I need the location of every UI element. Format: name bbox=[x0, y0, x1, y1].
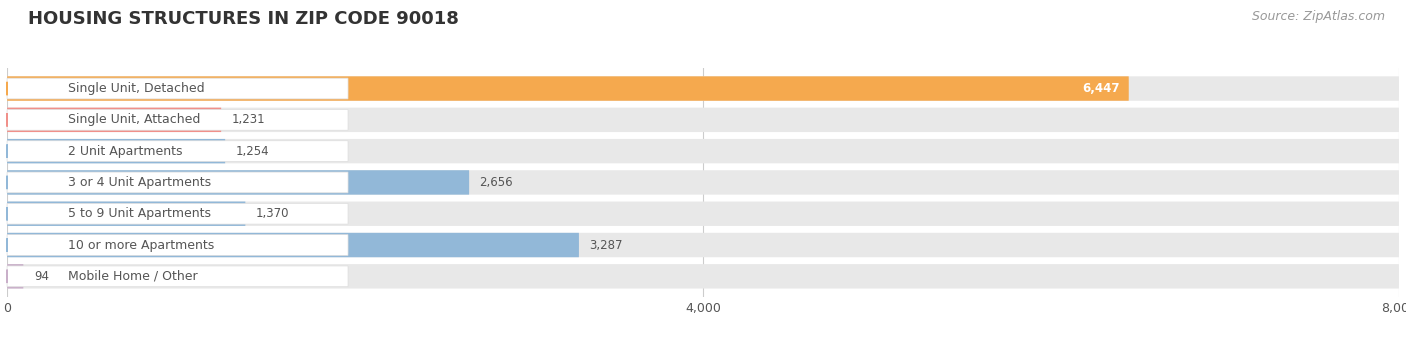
FancyBboxPatch shape bbox=[7, 76, 1129, 101]
FancyBboxPatch shape bbox=[7, 170, 470, 195]
FancyBboxPatch shape bbox=[7, 139, 225, 163]
FancyBboxPatch shape bbox=[7, 266, 349, 287]
FancyBboxPatch shape bbox=[7, 233, 1399, 257]
Text: 2 Unit Apartments: 2 Unit Apartments bbox=[69, 145, 183, 158]
Text: 3 or 4 Unit Apartments: 3 or 4 Unit Apartments bbox=[69, 176, 211, 189]
FancyBboxPatch shape bbox=[7, 202, 1399, 226]
FancyBboxPatch shape bbox=[7, 264, 24, 288]
FancyBboxPatch shape bbox=[7, 108, 221, 132]
Text: 5 to 9 Unit Apartments: 5 to 9 Unit Apartments bbox=[69, 207, 211, 220]
FancyBboxPatch shape bbox=[7, 264, 1399, 288]
Text: 94: 94 bbox=[34, 270, 49, 283]
FancyBboxPatch shape bbox=[7, 109, 349, 130]
Text: 3,287: 3,287 bbox=[589, 239, 623, 252]
Text: 1,254: 1,254 bbox=[236, 145, 270, 158]
Text: 10 or more Apartments: 10 or more Apartments bbox=[69, 239, 215, 252]
FancyBboxPatch shape bbox=[7, 170, 1399, 195]
FancyBboxPatch shape bbox=[7, 172, 349, 193]
FancyBboxPatch shape bbox=[7, 141, 349, 162]
FancyBboxPatch shape bbox=[7, 108, 1399, 132]
Text: Single Unit, Detached: Single Unit, Detached bbox=[69, 82, 205, 95]
Text: HOUSING STRUCTURES IN ZIP CODE 90018: HOUSING STRUCTURES IN ZIP CODE 90018 bbox=[28, 10, 458, 28]
FancyBboxPatch shape bbox=[7, 202, 246, 226]
FancyBboxPatch shape bbox=[7, 76, 1399, 101]
Text: Source: ZipAtlas.com: Source: ZipAtlas.com bbox=[1251, 10, 1385, 23]
FancyBboxPatch shape bbox=[7, 233, 579, 257]
FancyBboxPatch shape bbox=[7, 139, 1399, 163]
FancyBboxPatch shape bbox=[7, 78, 349, 99]
Text: 1,231: 1,231 bbox=[232, 113, 266, 126]
Text: Single Unit, Attached: Single Unit, Attached bbox=[69, 113, 201, 126]
Text: 6,447: 6,447 bbox=[1083, 82, 1121, 95]
FancyBboxPatch shape bbox=[7, 235, 349, 255]
Text: 2,656: 2,656 bbox=[479, 176, 513, 189]
FancyBboxPatch shape bbox=[7, 203, 349, 224]
Text: 1,370: 1,370 bbox=[256, 207, 290, 220]
Text: Mobile Home / Other: Mobile Home / Other bbox=[69, 270, 198, 283]
